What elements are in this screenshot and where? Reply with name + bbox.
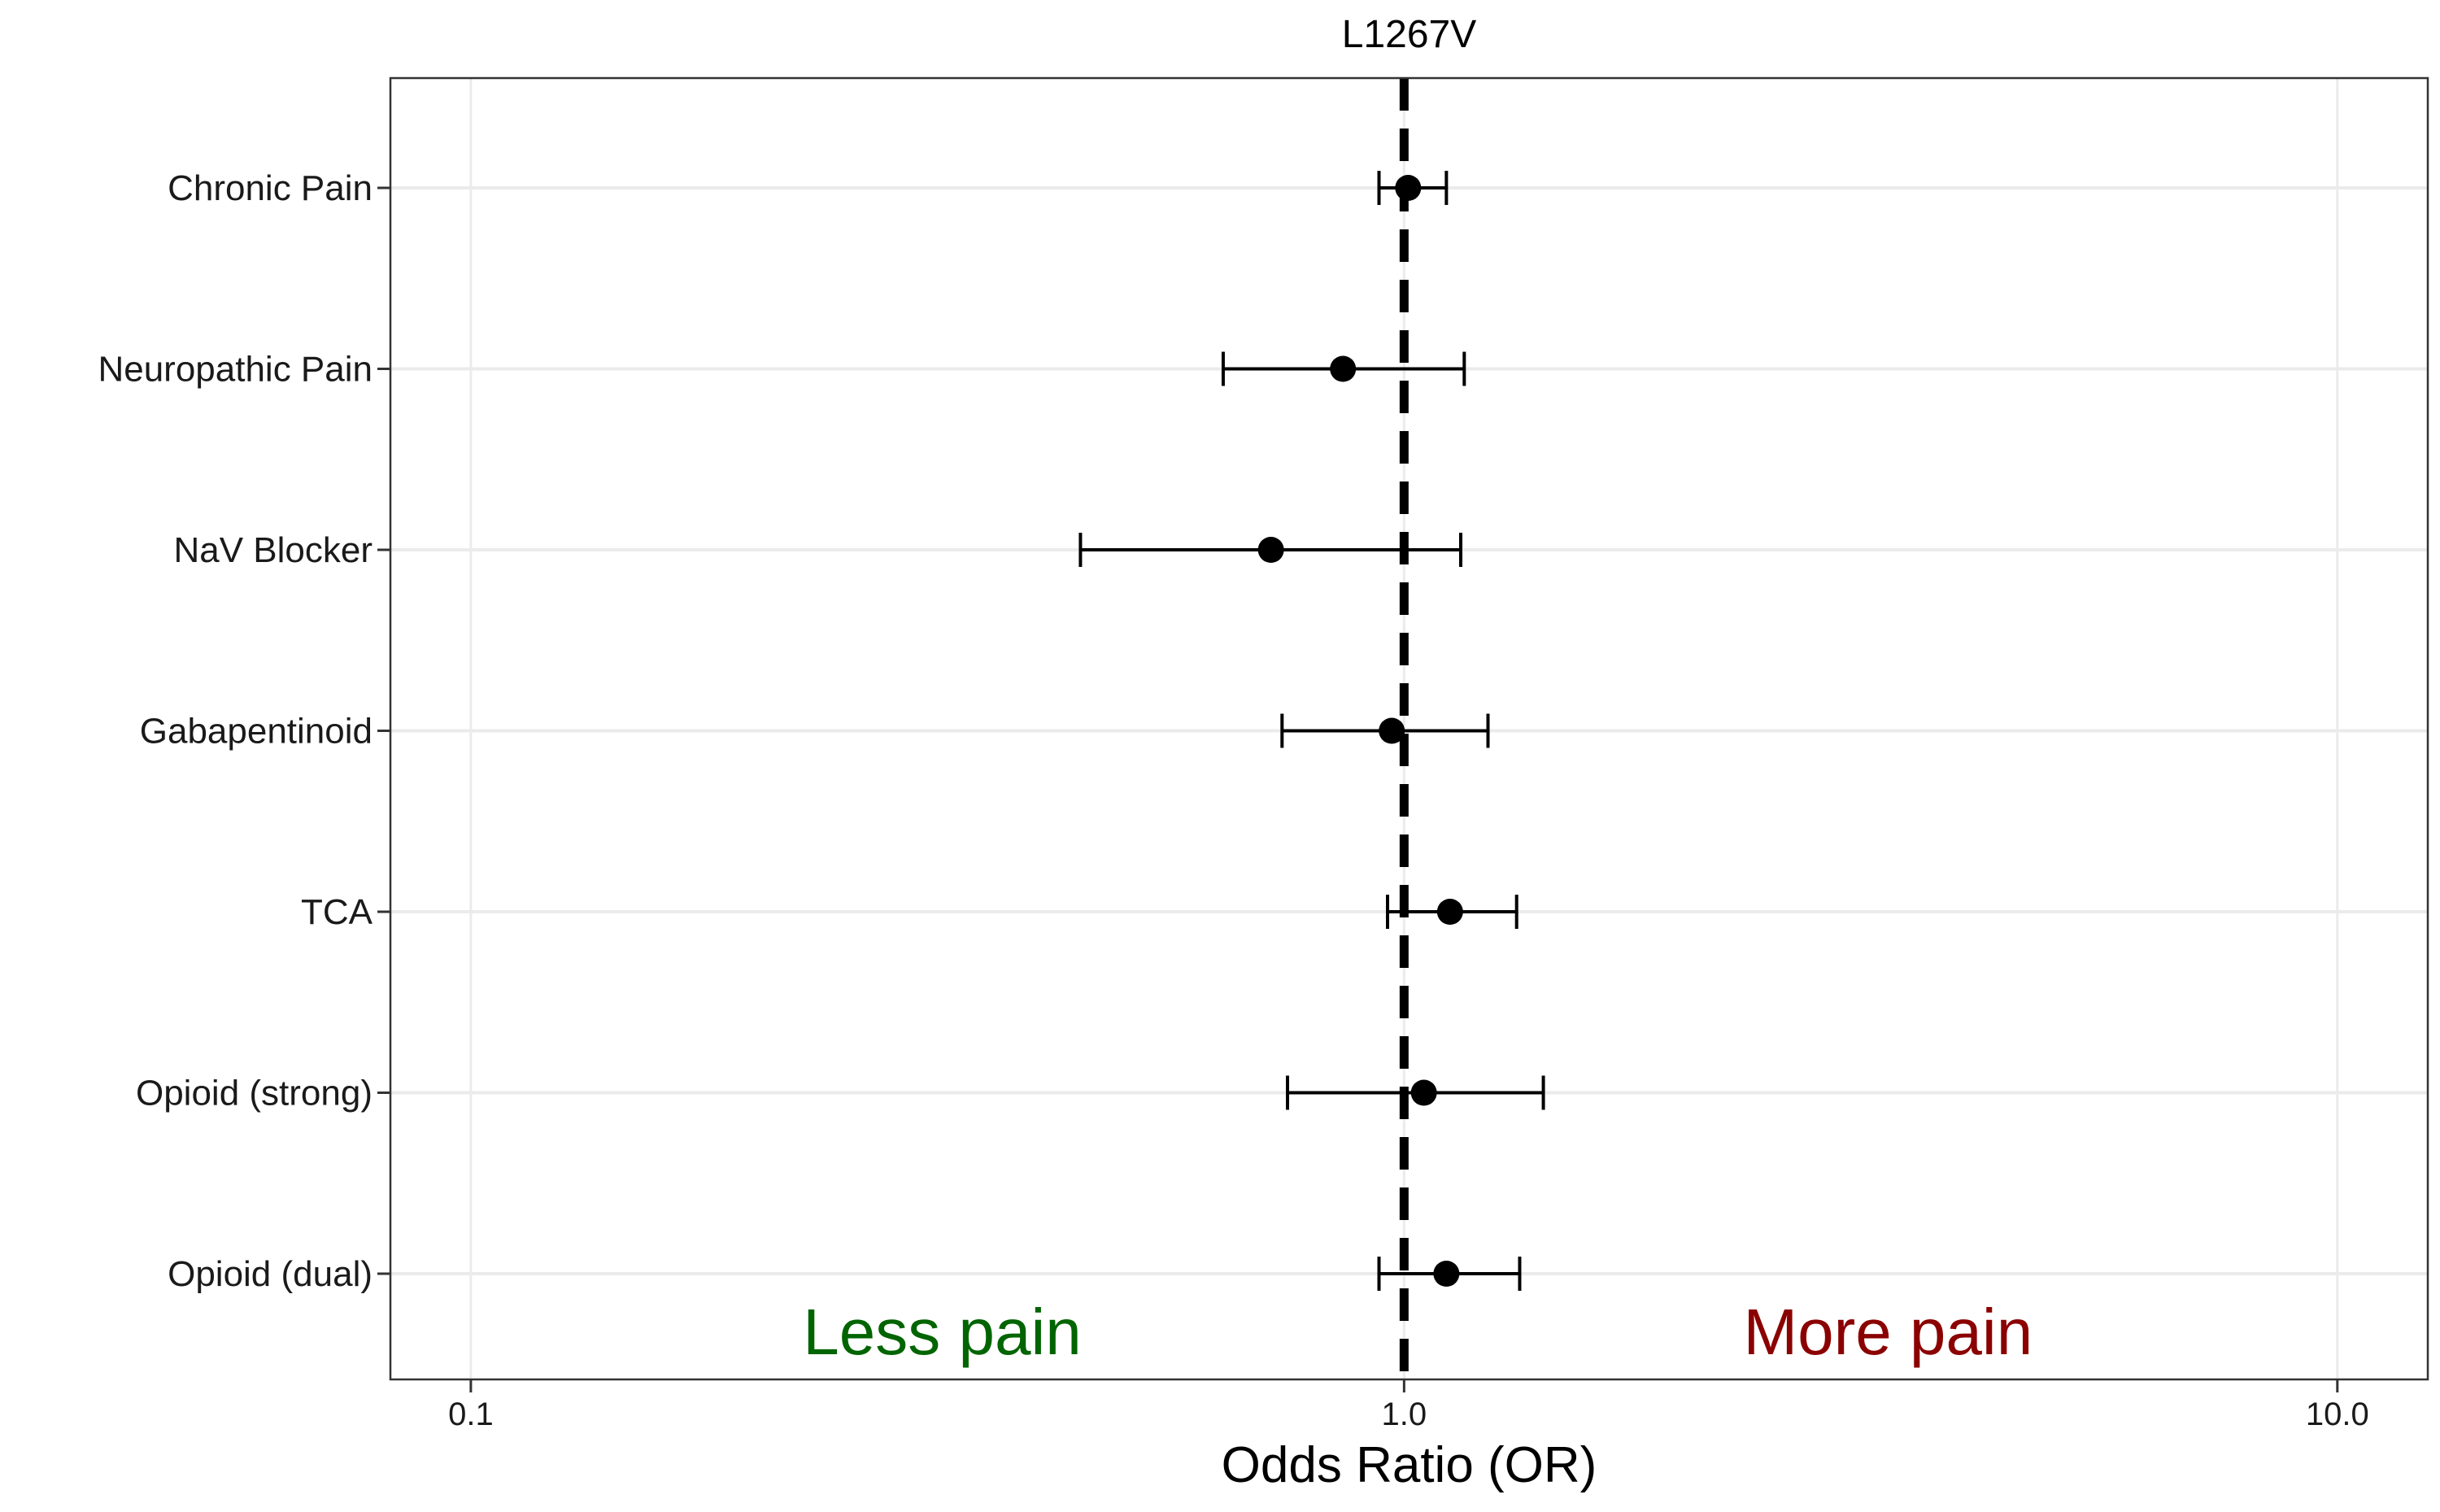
data-point bbox=[1379, 717, 1405, 744]
data-point bbox=[1257, 537, 1284, 563]
data-point bbox=[1330, 355, 1357, 382]
y-tick-label: Neuropathic Pain bbox=[98, 350, 373, 390]
grid-layer bbox=[390, 78, 2428, 1379]
y-tick-label: NaV Blocker bbox=[173, 530, 373, 570]
x-tick-label: 0.1 bbox=[448, 1397, 494, 1432]
y-tick-label: Opioid (dual) bbox=[168, 1254, 373, 1294]
data-layer bbox=[1078, 171, 1545, 1291]
y-tick-label: Chronic Pain bbox=[168, 168, 373, 208]
x-axis-title: Odds Ratio (OR) bbox=[1222, 1437, 1597, 1493]
less-pain-annotation: Less pain bbox=[803, 1296, 1081, 1368]
x-tick-label: 1.0 bbox=[1382, 1397, 1427, 1432]
plot-panel-border bbox=[389, 76, 2429, 1381]
axis-layer: Chronic Pain Neuropathic Pain NaV Blocker G… bbox=[98, 168, 2368, 1432]
y-tick-label: Gabapentinoid bbox=[140, 712, 373, 752]
chart-title: L1267V bbox=[1342, 13, 1477, 56]
x-tick-label: 10.0 bbox=[2306, 1397, 2369, 1432]
y-tick-label: TCA bbox=[301, 892, 373, 932]
data-point bbox=[1410, 1079, 1437, 1106]
data-point bbox=[1433, 1261, 1460, 1287]
y-tick-label: Opioid (strong) bbox=[136, 1074, 373, 1113]
annotation-layer: Less pain More pain bbox=[803, 1296, 2033, 1368]
data-point bbox=[1395, 175, 1422, 201]
data-point bbox=[1436, 899, 1463, 925]
more-pain-annotation: More pain bbox=[1743, 1296, 2033, 1368]
